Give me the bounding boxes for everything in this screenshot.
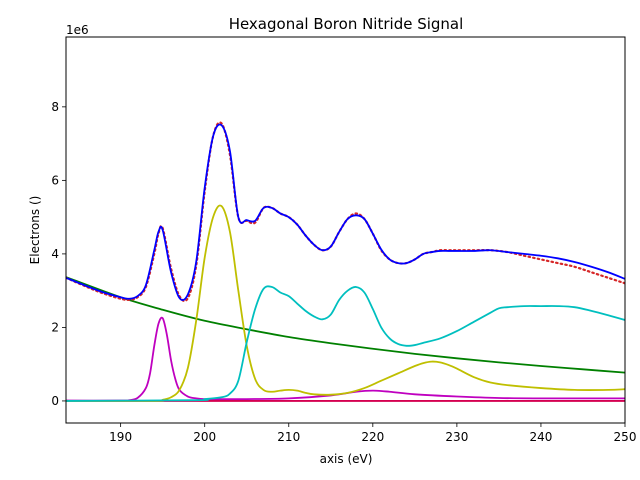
y-tick-label: 8 [51,100,59,114]
y-tick-label: 6 [51,173,59,187]
x-axis-label: axis (eV) [320,452,373,466]
y-tick-label: 4 [51,247,59,261]
x-tick-label: 190 [109,430,132,444]
series-line-2 [66,123,625,301]
x-tick-label: 240 [529,430,552,444]
y-axis-label: Electrons () [28,196,42,265]
y-axis-ticks: 0 2 4 6 8 [51,100,66,408]
y-tick-label: 0 [51,394,59,408]
y-tick-label: 2 [51,320,59,334]
x-tick-label: 230 [445,430,468,444]
y-multiplier: 1e6 [66,23,89,37]
series-line-6 [66,285,625,402]
x-axis-ticks: 190 200 210 220 230 240 250 [109,423,636,444]
x-tick-label: 250 [614,430,637,444]
series-line-4 [66,316,625,402]
plot-series [66,121,625,402]
axes-frame [65,36,626,424]
series-line-3 [66,276,625,374]
x-tick-label: 200 [193,430,216,444]
x-tick-label: 210 [277,430,300,444]
series-line-1 [66,121,625,303]
chart-title: Hexagonal Boron Nitride Signal [229,15,464,33]
x-tick-label: 220 [361,430,384,444]
series-line-5 [66,204,625,402]
